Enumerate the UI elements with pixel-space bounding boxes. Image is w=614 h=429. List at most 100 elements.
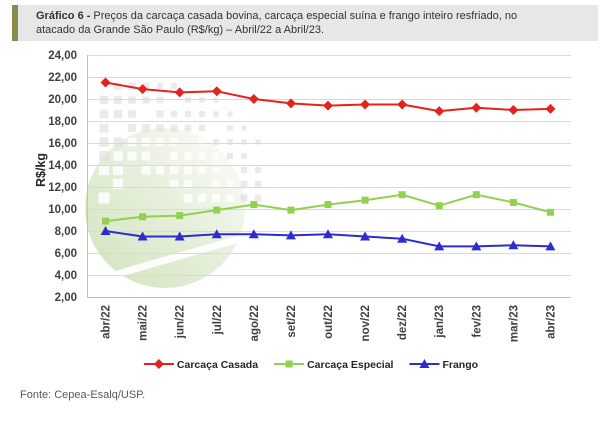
carcaca-casada-data-point	[211, 86, 222, 97]
x-tick-label: mar/23	[508, 305, 520, 342]
carcaca-especial-data-point	[472, 191, 480, 199]
legend-item-frango: Frango	[409, 359, 478, 371]
series-carcaca-casada	[100, 77, 556, 117]
caption-line-1: Gráfico 6 - Preços da carcaça casada bovi…	[36, 9, 517, 23]
frango-data-point	[248, 229, 259, 239]
watermark-square	[156, 138, 164, 146]
watermark-square	[254, 180, 262, 188]
watermark-square	[113, 137, 123, 147]
figure-caption: Gráfico 6 - Preços da carcaça casada bovi…	[36, 9, 517, 37]
watermark-square	[156, 82, 164, 90]
watermark-square	[114, 82, 122, 90]
carcaca-especial-data-point	[250, 201, 258, 209]
y-tick-label: 2,00	[55, 292, 77, 304]
legend-marker	[419, 359, 430, 368]
frango-data-point	[434, 241, 445, 251]
carcaca-especial-data-point	[361, 196, 369, 204]
carcaca-casada-data-point	[174, 87, 185, 98]
y-tick-label: 6,00	[55, 248, 77, 260]
watermark-square	[128, 110, 136, 118]
y-tick-label: 8,00	[55, 226, 77, 238]
carcaca-casada-data-point	[508, 105, 519, 115]
watermark-square	[183, 179, 193, 189]
carcaca-especial-data-point	[509, 198, 517, 206]
legend-item-carcaca-especial: Carcaça Especial	[274, 359, 394, 371]
watermark-square	[99, 137, 109, 147]
watermark-square	[226, 194, 234, 202]
series-carcaca-especial	[102, 191, 554, 225]
frango-data-point	[397, 233, 408, 243]
watermark-square	[212, 152, 220, 160]
watermark-square	[226, 180, 234, 188]
carcaca-especial-data-point	[546, 208, 554, 216]
y-tick-label: 20,00	[48, 94, 77, 106]
line-chart: 2,00 4,00 6,00 8,00 10,00 12,00 14,00 16,00 18,0…	[34, 50, 571, 371]
x-tick-label: abr/23	[546, 305, 558, 339]
watermark-square	[241, 153, 247, 159]
watermark-square	[99, 151, 109, 161]
frango-data-point	[285, 230, 296, 240]
watermark-square	[171, 83, 177, 89]
x-tick-label: mai/22	[138, 305, 150, 341]
x-tick-label: jan/23	[434, 305, 446, 339]
series-frango	[100, 226, 556, 251]
watermark-square	[128, 82, 136, 90]
caption-text-line-1: Preços da carcaça casada bovina, carcaça…	[93, 10, 518, 22]
watermark-square	[113, 151, 123, 161]
frango-data-point	[100, 226, 111, 235]
watermark-square	[227, 125, 233, 131]
watermark-square	[226, 152, 234, 160]
watermark-logo	[82, 82, 373, 288]
x-tick-label: jun/22	[175, 305, 187, 339]
legend-marker	[285, 360, 293, 368]
watermark-square	[156, 124, 164, 132]
watermark-square	[156, 110, 164, 118]
carcaca-casada-data-point	[323, 100, 333, 111]
watermark-square	[255, 167, 261, 173]
x-tick-label: set/22	[286, 305, 298, 338]
x-tick-label: dez/22	[397, 305, 409, 340]
carcaca-casada-data-point	[285, 98, 296, 109]
legend: Carcaça Casada Carcaça Especial Frango	[143, 359, 478, 371]
watermark-square	[141, 165, 151, 175]
watermark-square	[170, 152, 178, 160]
caption-number: Gráfico 6 -	[36, 10, 91, 22]
legend-marker	[153, 359, 164, 369]
watermark-square	[240, 194, 248, 202]
watermark-square	[212, 180, 220, 188]
carcaca-especial-data-point	[435, 202, 443, 210]
x-tick-label: ago/22	[249, 305, 261, 341]
y-tick-label: 18,00	[48, 116, 77, 128]
frango-data-point	[508, 240, 519, 250]
watermark-square	[227, 111, 233, 117]
watermark-square	[197, 193, 207, 203]
legend-label: Carcaça Especial	[307, 359, 393, 371]
watermark-square	[99, 109, 109, 119]
watermark-square	[254, 194, 262, 202]
y-tick-label: 14,00	[48, 160, 77, 172]
watermark-square	[198, 124, 206, 132]
watermark-square	[198, 152, 206, 160]
carcaca-casada-data-point	[397, 99, 408, 110]
carcaca-especial-data-point	[287, 206, 295, 214]
watermark-square	[184, 124, 192, 132]
legend-item-carcaca-casada: Carcaça Casada	[143, 359, 258, 371]
watermark-square	[113, 109, 123, 119]
frango-data-point	[545, 241, 556, 251]
y-tick-label: 16,00	[48, 138, 77, 150]
legend-label: Carcaça Casada	[177, 359, 258, 371]
frango-data-point	[174, 231, 185, 241]
watermark-square	[198, 166, 206, 174]
gridlines	[87, 55, 571, 298]
caption-line-2: atacado da Grande São Paulo (R$/kg) – Ab…	[36, 23, 517, 37]
watermark-square	[198, 138, 206, 146]
frango-data-point	[323, 229, 333, 239]
watermark-square	[170, 138, 178, 146]
y-tick-label: 4,00	[55, 270, 77, 282]
watermark-square	[141, 137, 151, 147]
carcaca-casada-data-point	[100, 77, 111, 88]
watermark-square	[169, 165, 179, 175]
watermark-square	[212, 194, 220, 202]
frango-data-point	[471, 241, 482, 251]
series-layer	[100, 77, 556, 251]
